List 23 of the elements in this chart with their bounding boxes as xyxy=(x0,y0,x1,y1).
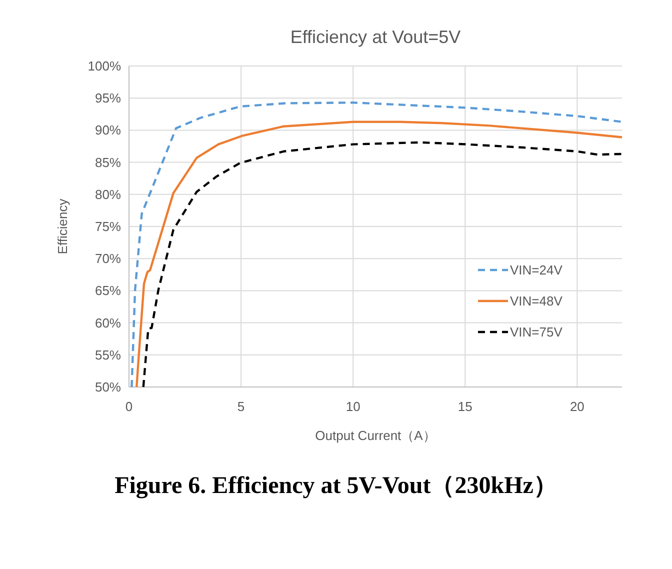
y-tick-label: 70% xyxy=(94,251,122,266)
x-tick-label: 15 xyxy=(458,399,472,414)
y-tick-label: 90% xyxy=(94,122,122,138)
y-tick-label: 60% xyxy=(94,315,122,330)
y-tick-label: 95% xyxy=(94,90,122,106)
legend-label: VIN=75V xyxy=(510,324,563,340)
y-axis-title: Efficiency xyxy=(55,198,70,254)
x-tick-label: 5 xyxy=(237,399,245,414)
legend-label: VIN=48V xyxy=(510,294,563,308)
x-axis-title: Output Current（A） xyxy=(315,428,436,443)
caption: Figure 6. Efficiency at 5V-Vout（230kHz） xyxy=(114,473,558,499)
y-tick-label: 55% xyxy=(94,347,122,362)
y-tick-label: 50% xyxy=(94,380,122,394)
x-tick-label: 0 xyxy=(125,399,133,414)
y-tick-label: 85% xyxy=(94,154,122,170)
y-tick-label: 80% xyxy=(94,186,122,202)
chart-title: Efficiency at Vout=5V xyxy=(290,27,461,47)
legend-label: VIN=24V xyxy=(510,262,563,278)
y-tick-label: 75% xyxy=(94,219,122,234)
x-tick-label: 20 xyxy=(570,399,584,414)
x-tick-label: 10 xyxy=(346,399,360,414)
y-tick-label: 100% xyxy=(88,58,122,74)
y-tick-label: 65% xyxy=(94,283,122,298)
